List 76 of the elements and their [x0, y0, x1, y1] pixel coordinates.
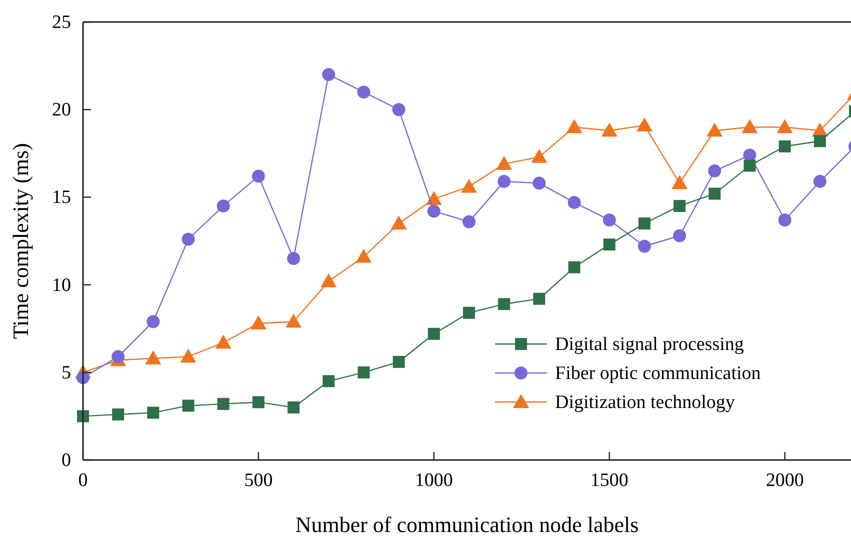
point [182, 232, 195, 246]
point [814, 135, 826, 148]
point [496, 156, 512, 170]
point [498, 174, 511, 188]
y-axis-title: Time complexity (ms) [8, 143, 33, 339]
legend-label: Digitization technology [555, 392, 736, 413]
point [744, 160, 756, 172]
point [601, 122, 618, 137]
x-axis-title: Number of communication node labels [295, 512, 639, 537]
point [145, 350, 162, 364]
point [147, 406, 160, 419]
point [356, 248, 372, 263]
point [462, 215, 476, 228]
point [532, 176, 546, 190]
point [602, 213, 616, 226]
point [533, 292, 546, 305]
point [566, 119, 582, 134]
point [180, 348, 196, 363]
point [320, 273, 337, 288]
point [322, 375, 335, 388]
point [638, 240, 651, 253]
point [217, 398, 230, 410]
y-tick-label: 25 [52, 12, 71, 33]
point [322, 68, 336, 82]
point [390, 215, 407, 230]
point [603, 238, 616, 251]
y-tick-label: 15 [52, 187, 71, 208]
point [638, 217, 650, 230]
point [813, 174, 826, 188]
point [776, 119, 793, 134]
y-tick-label: 5 [62, 362, 71, 384]
point [426, 190, 442, 205]
point [531, 148, 548, 163]
legend-label: Fiber optic communication [555, 363, 762, 384]
point [673, 229, 686, 242]
legend-label: Digital signal processing [555, 334, 744, 355]
point [392, 103, 406, 116]
point [112, 350, 125, 364]
point [427, 204, 440, 218]
point [708, 188, 721, 200]
point [778, 213, 792, 226]
point [250, 315, 266, 330]
point [706, 122, 723, 137]
point [252, 396, 264, 408]
point [636, 117, 652, 132]
point [358, 366, 370, 378]
point [742, 119, 758, 134]
point [778, 140, 791, 152]
point [568, 261, 580, 274]
point [428, 328, 440, 340]
point [287, 252, 300, 266]
x-tick-label: 0 [78, 470, 88, 491]
point [146, 315, 160, 328]
x-tick-label: 1000 [414, 470, 453, 491]
point [252, 170, 265, 183]
point [674, 200, 686, 212]
point [286, 314, 302, 328]
point [463, 306, 475, 319]
point [288, 401, 300, 414]
point [182, 400, 194, 412]
point [708, 164, 722, 178]
point [392, 356, 405, 368]
point [498, 298, 510, 310]
y-tick-label: 0 [62, 450, 71, 471]
point [568, 196, 581, 209]
point [112, 408, 124, 420]
y-tick-label: 10 [52, 274, 71, 296]
x-tick-label: 500 [244, 470, 273, 491]
point [461, 178, 477, 193]
x-tick-label: 2000 [766, 470, 804, 491]
y-tick-label: 20 [52, 100, 71, 121]
point [215, 334, 232, 349]
point [672, 175, 688, 190]
x-tick-label: 1500 [590, 470, 628, 491]
point [216, 199, 230, 212]
point [357, 86, 370, 99]
